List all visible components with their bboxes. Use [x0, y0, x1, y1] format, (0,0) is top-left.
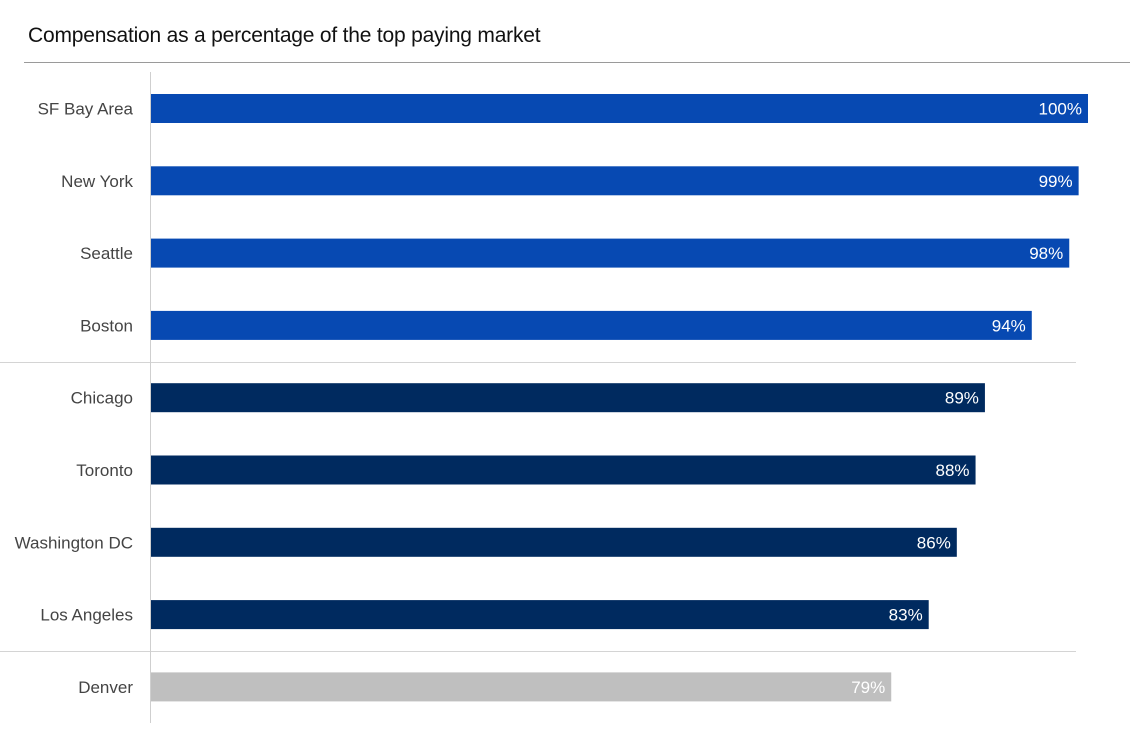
bar-sf-bay-area: [151, 94, 1088, 123]
title-divider: [24, 62, 1130, 63]
bar-denver: [151, 672, 892, 702]
bar-chicago: [151, 383, 985, 413]
category-label-new-york: New York: [61, 172, 133, 191]
category-label-los-angeles: Los Angeles: [40, 606, 133, 625]
value-labels-group: 100% 99% 98% 94% 89% 88% 86% 83% 79%: [851, 100, 1082, 697]
bar-new-york: [151, 166, 1079, 196]
category-label-seattle: Seattle: [80, 244, 133, 263]
value-label-los-angeles: 83%: [889, 606, 923, 625]
bar-los-angeles: [151, 600, 929, 630]
value-label-seattle: 98%: [1029, 244, 1063, 263]
category-label-sf-bay-area: SF Bay Area: [38, 100, 134, 119]
bar-washington-dc: [151, 527, 957, 557]
category-label-denver: Denver: [78, 678, 133, 697]
value-label-toronto: 88%: [936, 461, 970, 480]
value-label-denver: 79%: [851, 678, 885, 697]
bar-toronto: [151, 455, 976, 485]
group-separators: [0, 362, 1076, 652]
category-label-boston: Boston: [80, 316, 133, 335]
chart-title: Compensation as a percentage of the top …: [28, 24, 541, 47]
category-label-toronto: Toronto: [76, 461, 133, 480]
bar-seattle: [151, 238, 1070, 268]
value-label-washington-dc: 86%: [917, 533, 951, 552]
bar-boston: [151, 310, 1032, 340]
value-label-boston: 94%: [992, 316, 1026, 335]
category-label-washington-dc: Washington DC: [15, 533, 133, 552]
value-label-sf-bay-area: 100%: [1039, 100, 1082, 119]
value-label-new-york: 99%: [1039, 172, 1073, 191]
bars-group: [151, 94, 1088, 702]
value-label-chicago: 89%: [945, 389, 979, 408]
category-label-chicago: Chicago: [71, 389, 133, 408]
category-labels-group: SF Bay Area New York Seattle Boston Chicago T…: [15, 100, 134, 697]
